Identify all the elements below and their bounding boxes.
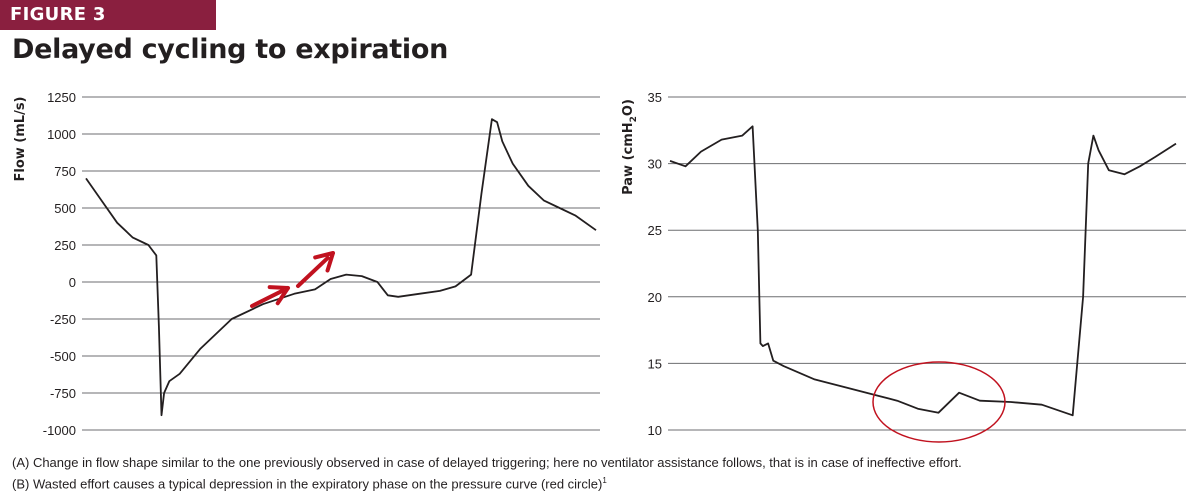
arrow-head — [267, 285, 290, 306]
flow-trace — [85, 118, 597, 417]
red-circle — [872, 361, 1006, 443]
y-tick-label: -750 — [50, 386, 76, 401]
y-tick-label: -250 — [50, 312, 76, 327]
y-tick-label: 20 — [648, 290, 662, 305]
pressure-chart: 35 30 25 20 15 10 Paw (cmH2O) — [621, 90, 1186, 438]
y-tick-label: 500 — [54, 201, 76, 216]
y-tick-label: 35 — [648, 90, 662, 105]
arrow-shaft — [250, 288, 285, 308]
y-tick-label: 1000 — [47, 127, 76, 142]
y-tick-label: 25 — [648, 223, 662, 238]
y-tick-label: 10 — [648, 423, 662, 438]
figure-label: FIGURE 3 — [0, 0, 216, 30]
caption-reference: 1 — [602, 476, 607, 485]
y-tick-label: 250 — [54, 238, 76, 253]
y-axis-title-subscript: 2 — [629, 116, 639, 122]
y-tick-label: 1250 — [47, 90, 76, 105]
flow-chart: 1250 1000 750 500 250 0 -250 -500 -750 -1000 Flow … — [13, 90, 600, 438]
red-arrow — [296, 251, 335, 288]
y-tick-label: -500 — [50, 349, 76, 364]
caption-line-b-text: (B) Wasted effort causes a typical depre… — [12, 476, 603, 492]
y-axis-title-part: O) — [621, 99, 636, 116]
y-tick-label: 30 — [648, 157, 662, 172]
y-axis-title: Flow (mL/s) — [13, 96, 28, 181]
caption-line-a: (A) Change in flow shape similar to the … — [12, 455, 962, 470]
arrow-head — [313, 251, 335, 273]
y-tick-label: -1000 — [43, 423, 76, 438]
y-tick-label: 750 — [54, 164, 76, 179]
caption: (A) Change in flow shape similar to the … — [12, 454, 962, 493]
arrow-shaft — [296, 255, 330, 288]
page-title: Delayed cycling to expiration — [12, 34, 449, 65]
annotations — [250, 251, 1006, 443]
y-axis-title: Paw (cmH2O) — [621, 99, 639, 195]
pressure-trace — [669, 125, 1177, 417]
y-tick-label: 0 — [69, 275, 76, 290]
y-axis-title-part: Paw (cmH — [621, 122, 636, 195]
caption-line-b: (B) Wasted effort causes a typical depre… — [12, 472, 962, 493]
red-arrow — [250, 285, 290, 308]
y-tick-label: 15 — [648, 356, 662, 371]
